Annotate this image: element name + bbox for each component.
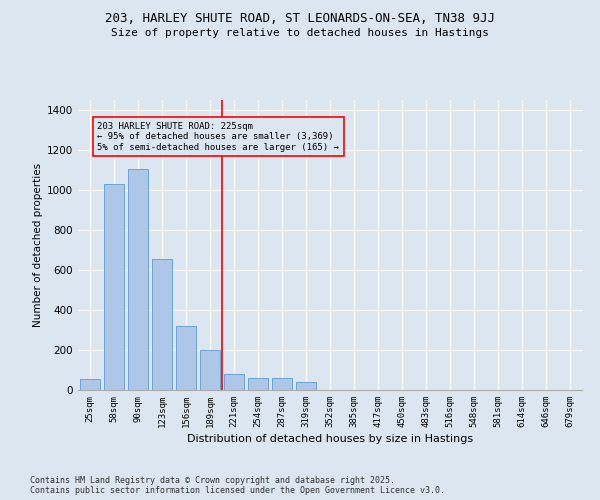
Bar xyxy=(80,379,100,390)
Bar xyxy=(128,169,148,390)
Bar xyxy=(104,184,124,390)
Text: Size of property relative to detached houses in Hastings: Size of property relative to detached ho… xyxy=(111,28,489,38)
Text: Contains HM Land Registry data © Crown copyright and database right 2025.
Contai: Contains HM Land Registry data © Crown c… xyxy=(30,476,445,495)
Bar xyxy=(152,259,172,390)
Bar xyxy=(224,374,244,390)
Bar xyxy=(248,378,268,390)
Text: 203, HARLEY SHUTE ROAD, ST LEONARDS-ON-SEA, TN38 9JJ: 203, HARLEY SHUTE ROAD, ST LEONARDS-ON-S… xyxy=(105,12,495,26)
Bar xyxy=(296,382,316,390)
Bar xyxy=(200,350,220,390)
Y-axis label: Number of detached properties: Number of detached properties xyxy=(33,163,43,327)
X-axis label: Distribution of detached houses by size in Hastings: Distribution of detached houses by size … xyxy=(187,434,473,444)
Bar xyxy=(176,326,196,390)
Text: 203 HARLEY SHUTE ROAD: 225sqm
← 95% of detached houses are smaller (3,369)
5% of: 203 HARLEY SHUTE ROAD: 225sqm ← 95% of d… xyxy=(97,122,339,152)
Bar xyxy=(272,378,292,390)
